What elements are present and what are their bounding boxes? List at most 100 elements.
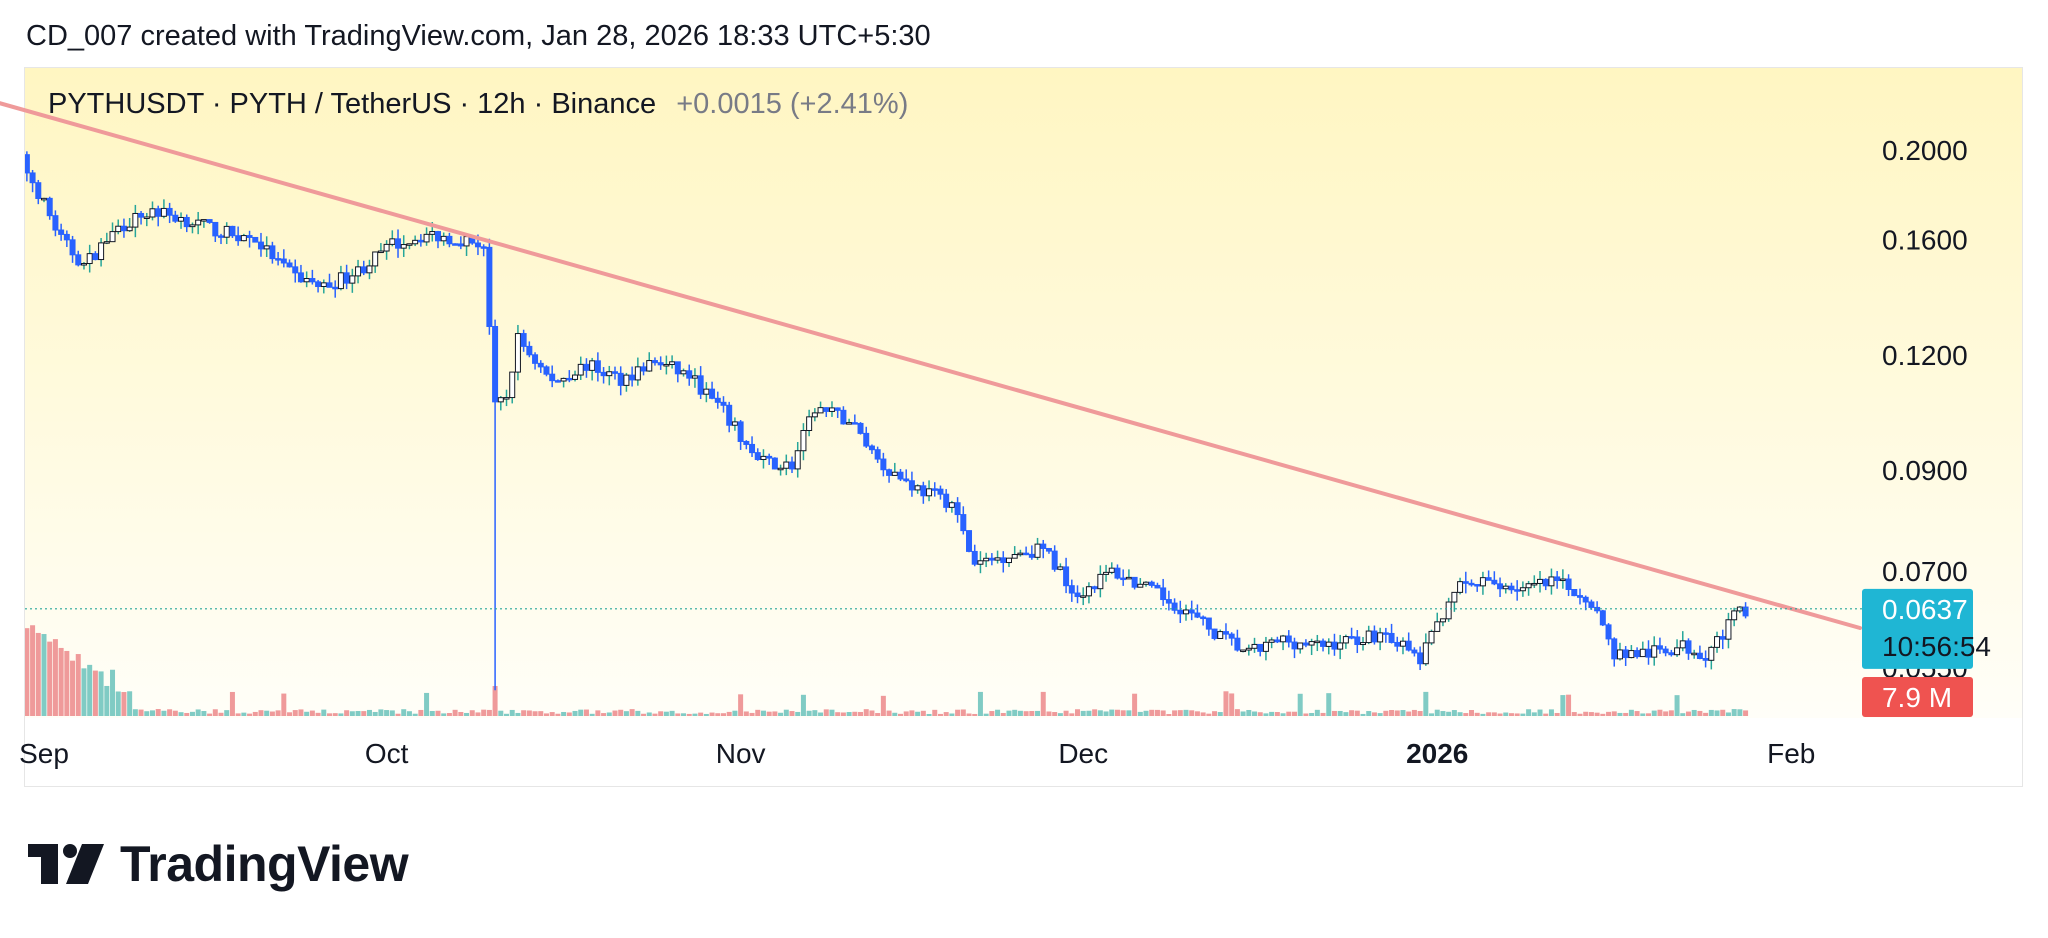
volume-bar-33 — [184, 712, 190, 716]
volume-bar-71 — [401, 709, 407, 716]
candle-body-192 — [1091, 586, 1098, 590]
volume-bar-66 — [372, 711, 378, 716]
volume-bar-304 — [1731, 709, 1737, 716]
candle-body-59 — [332, 286, 339, 290]
volume-bar-128 — [726, 711, 732, 716]
volume-bar-292 — [1663, 711, 1669, 716]
volume-bar-226 — [1286, 711, 1292, 716]
candle-body-253 — [1439, 618, 1446, 623]
volume-bar-238 — [1354, 710, 1360, 716]
volume-bar-299 — [1703, 712, 1709, 716]
candle-body-103 — [583, 363, 590, 371]
candle-body-64 — [360, 266, 367, 274]
volume-bar-175 — [995, 709, 1001, 716]
price-change: +0.0015 (+2.41%) — [676, 88, 909, 120]
candle-body-22 — [120, 225, 127, 232]
volume-bar-136 — [772, 711, 778, 716]
volume-bar-91 — [515, 712, 521, 716]
volume-bar-277 — [1577, 713, 1583, 716]
candle-body-199 — [1131, 576, 1138, 588]
candle-body-210 — [1194, 612, 1201, 618]
volume-bar-264 — [1503, 712, 1509, 716]
volume-bar-221 — [1257, 712, 1263, 716]
volume-bar-234 — [1331, 710, 1337, 716]
volume-bar-108 — [612, 710, 618, 716]
price-tick-4: 0.0700 — [1882, 556, 1968, 587]
candle-body-156 — [886, 469, 893, 476]
candle-body-205 — [1165, 599, 1172, 604]
candle-body-187 — [1063, 566, 1070, 587]
volume-bar-156 — [886, 710, 892, 716]
volume-bar-269 — [1531, 712, 1537, 716]
volume-bar-245 — [1394, 710, 1400, 716]
candle-body-249 — [1417, 652, 1424, 665]
volume-bar-282 — [1606, 711, 1612, 716]
volume-bar-242 — [1377, 713, 1383, 716]
candle-body-183 — [1040, 543, 1047, 549]
volume-bar-121 — [686, 713, 692, 716]
candle-body-96 — [543, 366, 550, 375]
volume-bar-283 — [1611, 711, 1617, 716]
candle-body-63 — [355, 266, 362, 277]
candle-body-136 — [771, 457, 778, 470]
volume-bar-141 — [800, 694, 806, 716]
candle-body-50 — [280, 258, 287, 264]
volume-bar-120 — [681, 713, 687, 716]
volume-bar-17 — [92, 670, 98, 716]
candle-body-97 — [549, 373, 556, 382]
volume-bar-293 — [1668, 710, 1674, 716]
volume-bar-185 — [1052, 712, 1058, 716]
volume-bar-3 — [13, 606, 18, 716]
candle-body-12 — [63, 233, 70, 241]
candle-body-84 — [474, 242, 481, 248]
candle-body-51 — [286, 262, 293, 268]
price-tick-3: 0.0900 — [1882, 455, 1968, 486]
volume-bar-298 — [1697, 710, 1703, 716]
volume-bar-0 — [0, 601, 1, 716]
volume-bar-223 — [1269, 711, 1275, 716]
volume-bar-166 — [943, 712, 949, 716]
volume-bar-211 — [1200, 712, 1206, 716]
volume-bar-1 — [2, 556, 7, 716]
candle-body-287 — [1634, 650, 1641, 658]
candle-body-15 — [80, 263, 87, 266]
candle-body-120 — [680, 370, 687, 375]
volume-bar-248 — [1411, 709, 1417, 716]
candle-body-95 — [537, 362, 544, 368]
time-tick-3: Dec — [1058, 738, 1108, 769]
candle-body-197 — [1120, 577, 1127, 581]
volume-bar-45 — [252, 711, 258, 716]
candle-body-88 — [497, 397, 504, 403]
volume-bar-50 — [281, 693, 287, 716]
candle-body-184 — [1045, 547, 1052, 552]
candle-body-23 — [126, 226, 133, 232]
candle-body-272 — [1548, 576, 1555, 587]
trendline[interactable] — [0, 101, 1862, 630]
candle-body-1 — [2, 79, 7, 361]
volume-bar-212 — [1206, 713, 1212, 716]
candle-body-34 — [189, 224, 196, 228]
candle-body-271 — [1542, 578, 1549, 587]
candle-body-141 — [800, 430, 807, 452]
volume-bar-74 — [418, 709, 424, 716]
candle-body-203 — [1154, 584, 1161, 589]
volume-bar-48 — [269, 711, 275, 716]
candle-body-189 — [1074, 592, 1081, 598]
volume-bar-129 — [732, 710, 738, 716]
volume-bar-261 — [1486, 712, 1492, 716]
candle-body-47 — [263, 245, 270, 250]
candle-body-196 — [1114, 567, 1121, 579]
volume-bar-109 — [618, 709, 624, 716]
candle-body-0 — [0, 362, 1, 372]
candle-body-194 — [1103, 571, 1110, 575]
candle-body-295 — [1679, 640, 1686, 649]
candle-body-116 — [657, 362, 664, 366]
volume-bar-235 — [1337, 710, 1343, 716]
candle-body-204 — [1160, 587, 1167, 601]
candle-body-226 — [1285, 635, 1292, 643]
volume-bar-167 — [949, 713, 955, 716]
volume-bar-112 — [635, 710, 641, 716]
candle-body-247 — [1405, 640, 1412, 651]
volume-bar-57 — [321, 709, 327, 716]
